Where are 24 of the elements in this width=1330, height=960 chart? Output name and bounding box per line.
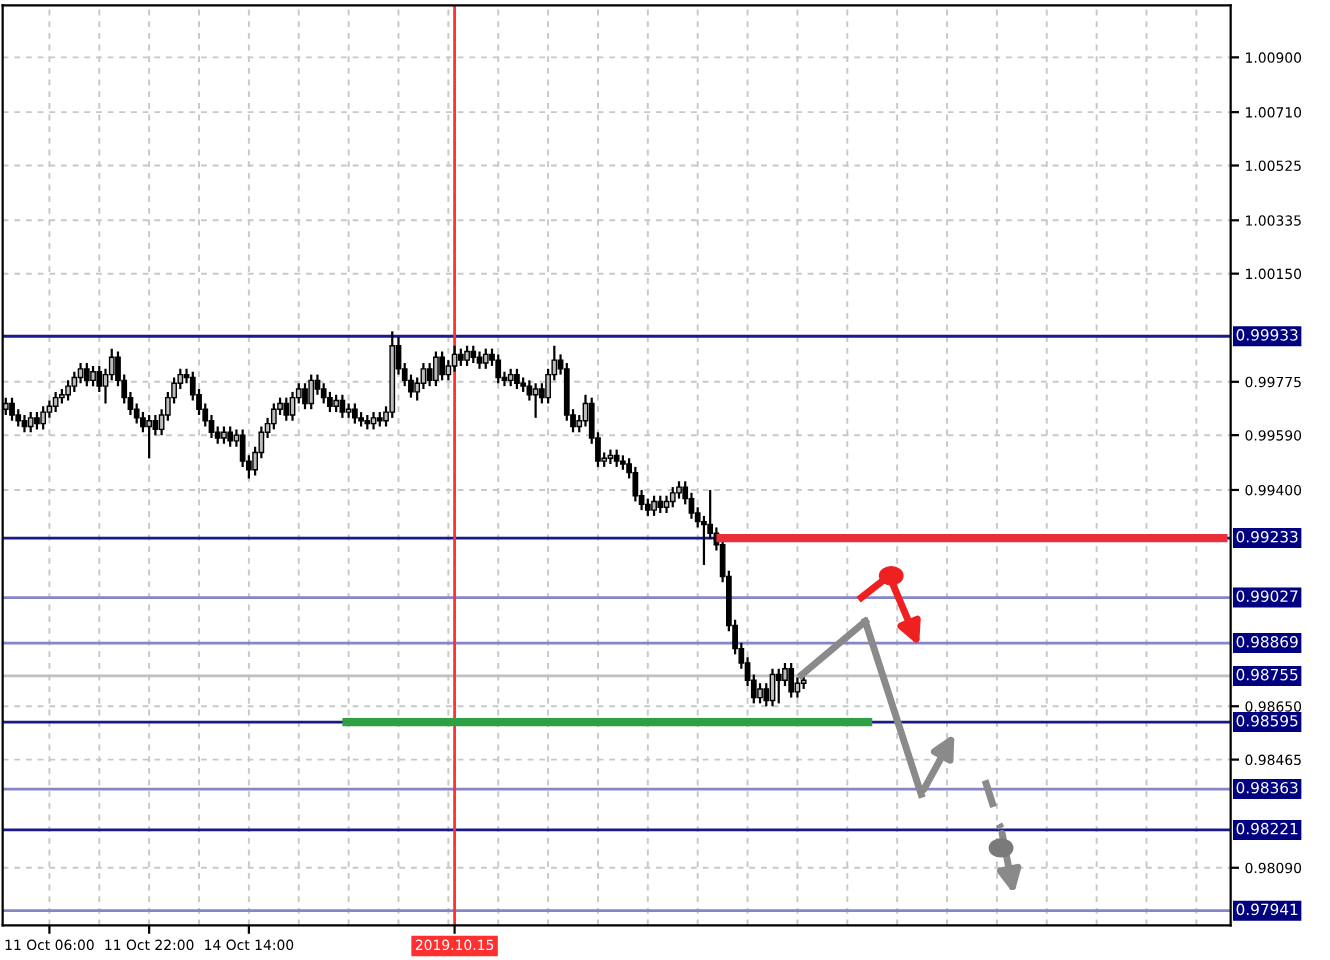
candlestick (651, 494, 657, 518)
candlestick (763, 682, 770, 708)
candlestick (632, 465, 639, 503)
candlestick (351, 402, 358, 425)
candlestick (9, 396, 15, 422)
candlestick (532, 382, 539, 419)
candlestick (320, 382, 327, 405)
candlestick (426, 361, 433, 388)
candlestick (757, 682, 763, 705)
candlestick (775, 667, 782, 705)
candlestick (83, 361, 90, 388)
candlestick (339, 393, 346, 419)
candlestick (302, 382, 308, 411)
candlestick (227, 425, 234, 448)
candlestick (451, 344, 458, 373)
candlestick (788, 661, 795, 699)
candlestick (327, 390, 333, 414)
candlestick (270, 402, 277, 431)
candlestick (482, 347, 489, 370)
candlestick (495, 353, 502, 385)
candlestick (283, 396, 290, 422)
candlestick (439, 350, 445, 382)
candlestick (514, 367, 520, 391)
candlestick (464, 344, 470, 368)
